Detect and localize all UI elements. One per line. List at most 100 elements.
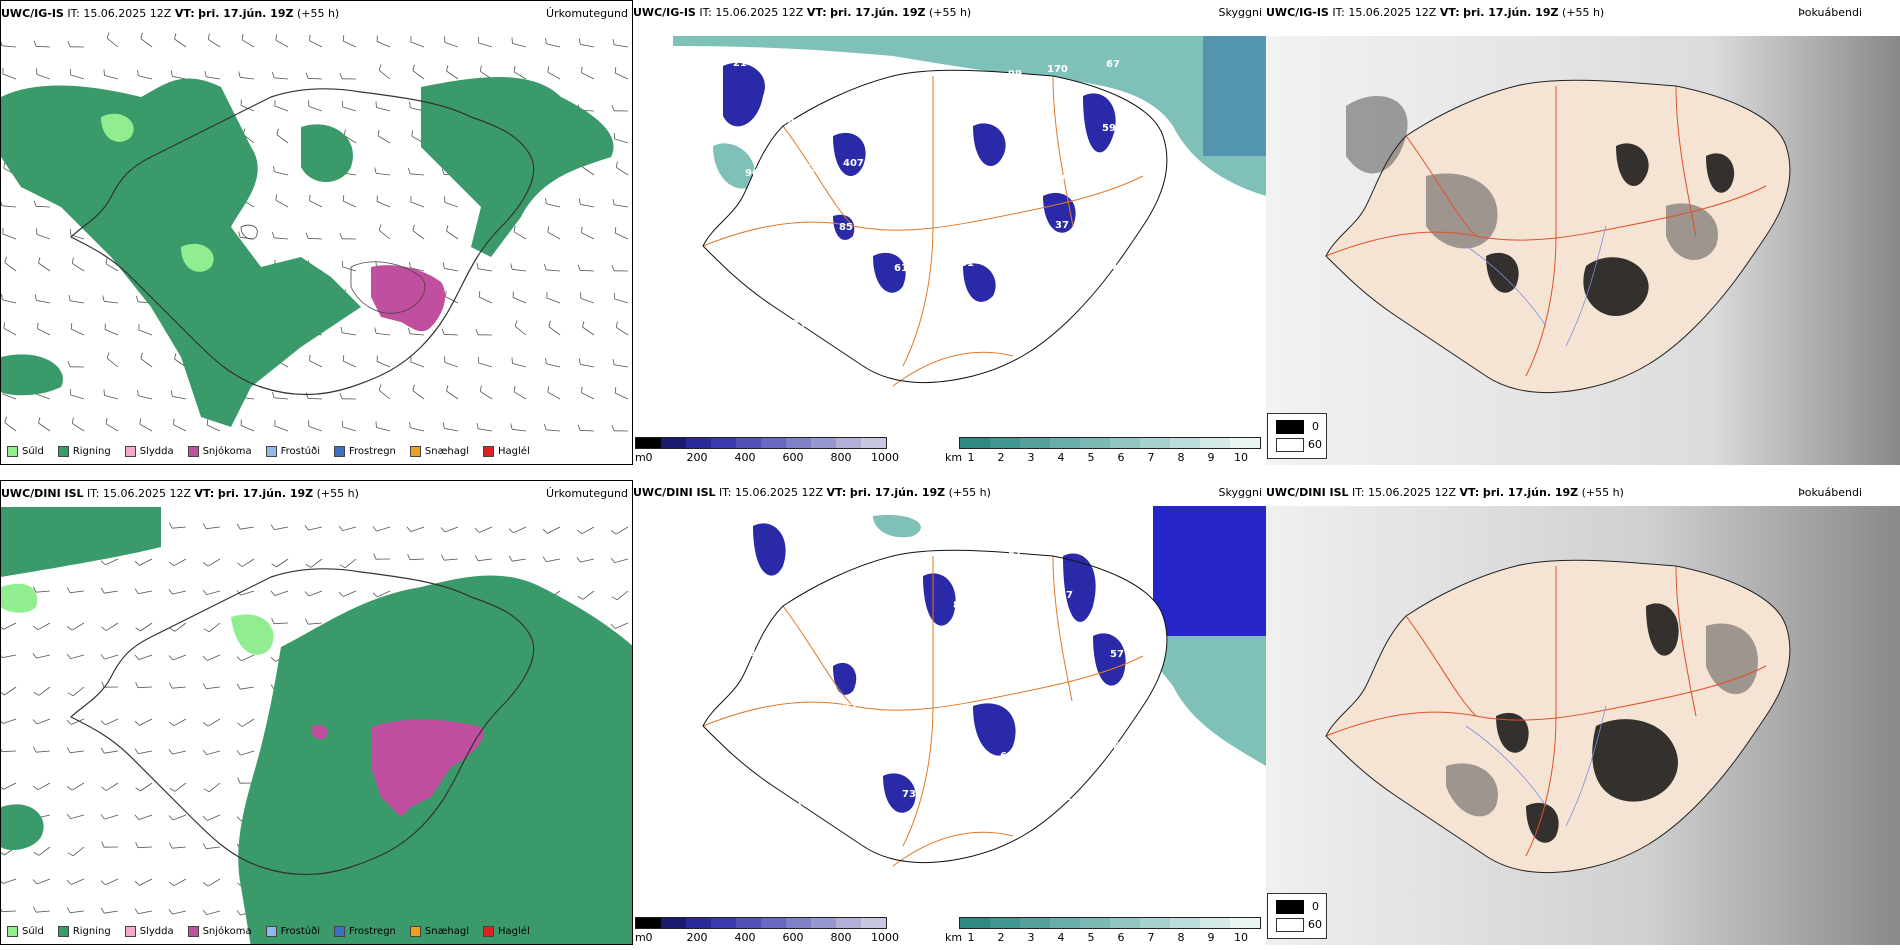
wind-barb: [377, 590, 391, 598]
visibility-value: 91: [1106, 325, 1120, 336]
wind-barb: [309, 360, 323, 368]
legend-label: Haglél: [498, 445, 530, 457]
wind-barb: [444, 42, 459, 48]
wind-barb: [138, 395, 153, 400]
wind-barb: [308, 526, 323, 531]
wind-barb: [376, 201, 391, 208]
wind-barb-feather: [340, 326, 343, 333]
wind-barb: [342, 526, 357, 531]
wind-barb: [140, 622, 153, 632]
precip-type-legend: Súld Rigning Slydda Snjókoma Frostúði Frostre…: [1, 438, 530, 464]
wind-barb-feather: [343, 129, 346, 136]
visibility-value: 225: [898, 217, 919, 228]
visibility-value: 57: [1059, 590, 1073, 601]
wind-barb-feather: [412, 64, 415, 71]
wind-barb-feather: [66, 813, 71, 819]
wind-barb: [513, 391, 527, 400]
rain-area: [1, 804, 44, 850]
wind-barb-feather: [441, 168, 445, 175]
wind-barb: [172, 75, 187, 80]
wind-barb-feather: [168, 561, 175, 567]
wind-barb-feather: [406, 526, 412, 532]
legend-item: Frostregn: [334, 445, 396, 457]
legend-label: Snæhagl: [424, 445, 470, 457]
wind-barb: [512, 558, 527, 562]
wind-barb-feather: [100, 720, 106, 726]
wind-barb-feather: [545, 37, 547, 44]
visibility-value: 52: [741, 214, 755, 225]
wind-barb: [104, 654, 119, 660]
wind-barb: [378, 389, 391, 400]
wind-barb-feather: [576, 556, 581, 563]
wind-barb: [512, 268, 527, 272]
wind-barb: [274, 77, 289, 80]
wind-barb: [410, 201, 425, 208]
wind-barb-feather: [342, 355, 345, 362]
wind-barb: [410, 526, 425, 532]
wind-barb-feather: [66, 747, 71, 753]
wind-barb-feather: [378, 64, 382, 71]
cbar-tick: 2: [997, 451, 1005, 464]
visibility-value: 18: [788, 753, 802, 764]
lead-time: (+55 h): [1561, 6, 1605, 19]
wind-barb-feather: [135, 842, 139, 848]
wind-barb-feather: [309, 34, 311, 41]
visibility-value-labels: 120 93 108 236 100 81 114 194 128 103 119 89 81 113 57…: [733, 538, 1135, 816]
iceland-coastline: [1325, 79, 1791, 393]
wind-barb: [547, 71, 561, 80]
wind-barb: [615, 72, 629, 80]
wind-barb-feather: [576, 529, 583, 535]
wind-barb: [512, 43, 527, 48]
wind-barb: [376, 107, 391, 112]
fog-legend-high: 0: [1312, 900, 1319, 913]
wind-barb-feather: [140, 352, 143, 359]
iceland-land: [1326, 80, 1790, 393]
wind-barb: [310, 558, 323, 568]
legend-swatch: [187, 925, 199, 937]
visibility-value: 114: [1051, 544, 1072, 555]
fog-index-panel-bottom: UWC/DINI ISL IT: 15.06.2025 12Z VT: þri.…: [1266, 480, 1900, 945]
model-name: UWC/IG-IS: [1266, 6, 1329, 19]
wind-barb-feather: [100, 747, 105, 754]
cbar-tick: 5: [1087, 451, 1095, 464]
init-time: IT: 15.06.2025 12Z: [1352, 486, 1457, 499]
iceland-coastline: [69, 568, 535, 876]
wind-barb: [240, 425, 255, 432]
wind-barb-feather: [237, 777, 241, 784]
wind-barb-feather: [169, 842, 173, 849]
visibility-value: 105: [1063, 746, 1084, 757]
visibility-value: 102: [1047, 312, 1068, 323]
wind-barb-feather: [610, 557, 615, 563]
wind-barb: [308, 106, 323, 112]
legend-item: Snæhagl: [409, 445, 470, 457]
wind-barb: [104, 750, 119, 754]
wind-barb: [172, 910, 187, 915]
wind-barb: [172, 590, 187, 595]
wind-barb: [307, 397, 323, 400]
valid-time: þri. 17.jún. 19Z: [830, 6, 926, 19]
wind-barb: [106, 782, 119, 791]
wind-barb: [513, 526, 527, 534]
wind-barb-feather: [581, 226, 583, 233]
visibility-value: 37: [796, 273, 810, 284]
wind-barb-feather: [375, 421, 377, 428]
visibility-value: 88: [745, 740, 759, 751]
wind-barb: [2, 233, 17, 240]
wind-barb: [172, 526, 187, 529]
wind-barb: [274, 397, 289, 400]
moderate-vis-area: [713, 143, 755, 189]
wind-barb: [309, 200, 323, 208]
wind-barb-feather: [270, 657, 276, 662]
visibility-value: 37: [1055, 220, 1069, 231]
visibility-value: 49: [788, 117, 802, 128]
wind-barb: [446, 70, 459, 80]
moderate-vis-area: [1133, 636, 1266, 766]
wind-barb-feather: [577, 424, 581, 431]
wind-barb-feather: [412, 224, 415, 231]
wind-barb: [70, 750, 85, 754]
cbar-unit: km: [945, 451, 963, 464]
wind-barb: [444, 267, 459, 272]
wind-barb-feather: [476, 422, 479, 429]
wind-barb: [4, 686, 17, 696]
visibility-value: 81: [953, 600, 967, 611]
